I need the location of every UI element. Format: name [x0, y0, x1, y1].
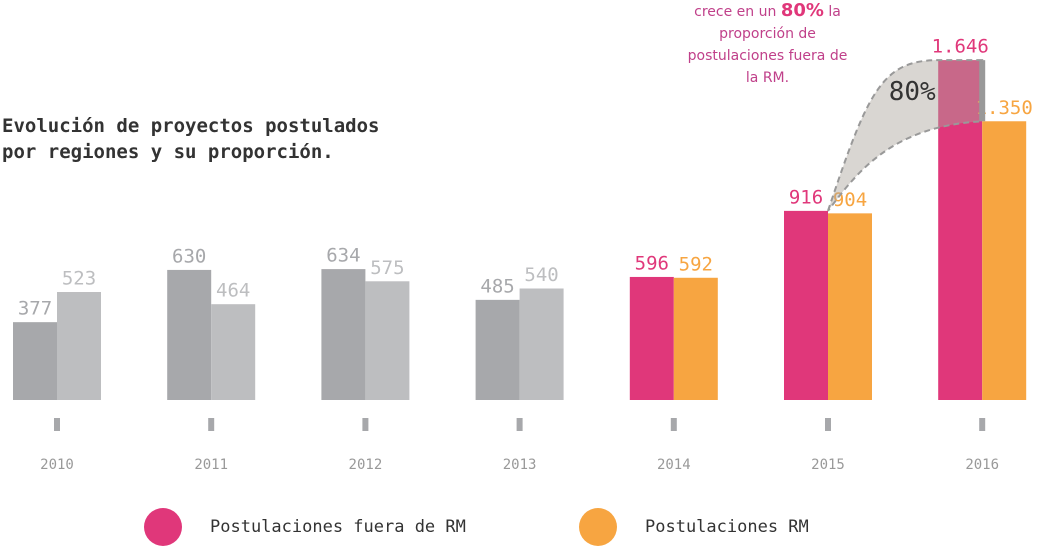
- bar: [167, 269, 212, 400]
- data-label: 592: [679, 253, 713, 275]
- x-tick-label: 2010: [40, 457, 74, 473]
- bar: [13, 322, 57, 400]
- x-tick-label: 2013: [503, 457, 537, 473]
- bar: [475, 299, 520, 400]
- data-label: 634: [326, 245, 360, 267]
- bar: [321, 269, 366, 400]
- proportion-band: [827, 59, 984, 212]
- tick-mark: [979, 418, 986, 431]
- legend-swatch: [144, 508, 182, 546]
- x-tick-label: 2012: [349, 457, 383, 473]
- data-label: 523: [62, 268, 96, 290]
- legend-label: Postulaciones RM: [645, 517, 809, 537]
- data-label: 1.350: [976, 97, 1033, 119]
- tick-mark: [516, 418, 523, 431]
- x-tick-label: 2014: [657, 457, 691, 473]
- tick-mark: [825, 418, 831, 431]
- data-label: 1.646: [932, 36, 989, 58]
- x-tick-label: 2016: [965, 457, 999, 473]
- bar: [938, 60, 983, 400]
- tick-mark: [208, 418, 215, 431]
- x-tick-label: 2015: [811, 457, 845, 473]
- bar: [629, 276, 674, 400]
- data-label: 596: [635, 252, 669, 274]
- data-label: 377: [18, 298, 52, 320]
- bar: [828, 213, 872, 400]
- band-label: 80%: [889, 77, 936, 107]
- bar: [211, 304, 256, 400]
- annotation-text: la proporción de postulaciones fuera de …: [687, 4, 848, 86]
- annotation-highlight: 80%: [780, 0, 824, 21]
- tick-mark: [54, 418, 60, 431]
- annotation-text: crece en un: [694, 4, 781, 20]
- bar: [982, 121, 1027, 400]
- data-label: 540: [524, 264, 558, 286]
- tick-mark: [670, 418, 677, 431]
- tick-mark: [362, 418, 369, 431]
- data-label: 485: [480, 275, 514, 297]
- data-label: 630: [172, 245, 206, 267]
- bar: [57, 292, 101, 400]
- bar: [519, 288, 564, 400]
- legend-label: Postulaciones fuera de RM: [210, 517, 466, 537]
- chart-title: Evolución de proyectos postulados por re…: [2, 115, 380, 163]
- data-label: 464: [216, 280, 250, 302]
- data-label: 575: [370, 257, 404, 279]
- x-tick-label: 2011: [194, 457, 228, 473]
- proportion-bar: [979, 60, 986, 122]
- legend-swatch: [579, 508, 617, 546]
- bar: [784, 210, 828, 400]
- bar: [365, 281, 410, 400]
- annotation: crece en un 80% la proporción de postula…: [685, 0, 850, 89]
- data-label: 916: [789, 186, 823, 208]
- bar: [673, 277, 718, 400]
